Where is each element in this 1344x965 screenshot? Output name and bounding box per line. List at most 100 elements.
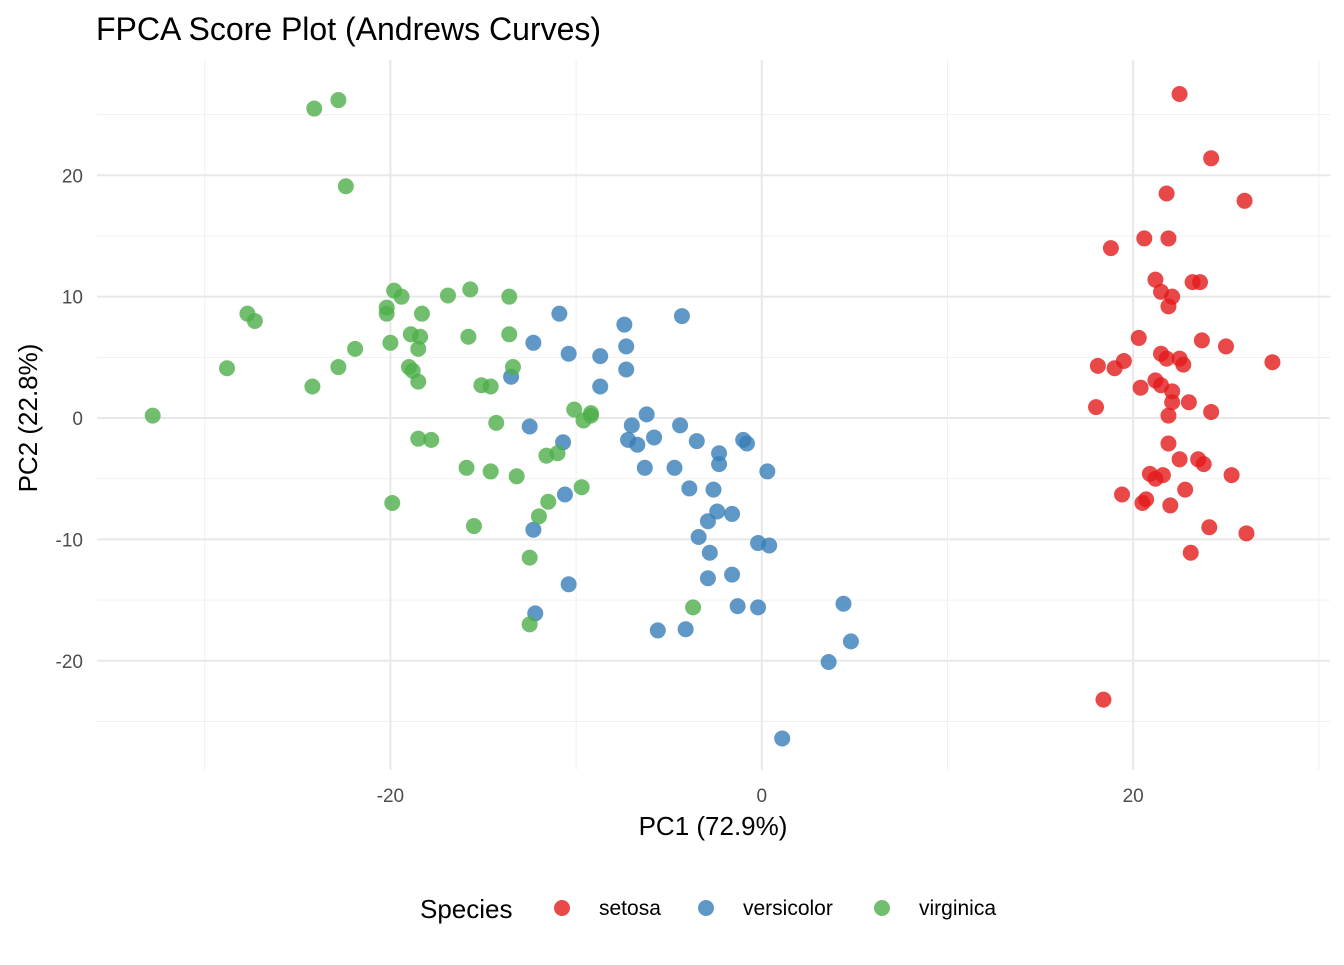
point-virginica xyxy=(538,447,555,464)
point-versicolor xyxy=(592,348,609,365)
point-setosa xyxy=(1223,467,1240,484)
point-virginica xyxy=(575,412,592,429)
point-setosa xyxy=(1195,456,1212,473)
point-virginica xyxy=(530,508,547,525)
point-versicolor xyxy=(560,576,577,593)
point-setosa xyxy=(1164,394,1181,411)
point-setosa xyxy=(1192,274,1209,291)
point-versicolor xyxy=(677,621,694,638)
point-versicolor xyxy=(681,480,698,497)
point-setosa xyxy=(1089,357,1106,374)
point-setosa xyxy=(1175,356,1192,373)
point-virginica xyxy=(462,281,479,298)
point-virginica xyxy=(460,328,477,345)
point-setosa xyxy=(1102,240,1119,257)
point-virginica xyxy=(501,288,518,305)
point-versicolor xyxy=(673,308,690,325)
point-versicolor xyxy=(750,599,767,616)
point-setosa xyxy=(1158,185,1175,202)
y-tick-label: 20 xyxy=(62,166,83,187)
point-setosa xyxy=(1201,519,1218,536)
point-setosa xyxy=(1132,379,1149,396)
point-virginica xyxy=(482,378,499,395)
point-versicolor xyxy=(629,436,646,453)
y-axis-label: PC2 (22.8%) xyxy=(13,344,43,493)
legend-key-virginica xyxy=(874,900,890,916)
point-versicolor xyxy=(638,406,655,423)
point-setosa xyxy=(1236,192,1253,209)
point-virginica xyxy=(504,359,521,376)
point-virginica xyxy=(382,334,399,351)
tick-labels: -20 0 20 -20 -10 0 10 20 xyxy=(56,166,1144,807)
point-versicolor xyxy=(666,459,683,476)
point-versicolor xyxy=(592,378,609,395)
point-versicolor xyxy=(701,544,718,561)
point-virginica xyxy=(393,288,410,305)
point-virginica xyxy=(306,100,323,117)
point-virginica xyxy=(378,305,395,322)
point-versicolor xyxy=(699,513,716,530)
x-tick-label: 0 xyxy=(756,786,767,807)
point-virginica xyxy=(439,287,456,304)
point-setosa xyxy=(1147,271,1164,288)
point-virginica xyxy=(465,518,482,535)
point-versicolor xyxy=(774,730,791,747)
point-setosa xyxy=(1160,230,1177,247)
point-versicolor xyxy=(724,566,741,583)
point-setosa xyxy=(1203,403,1220,420)
points xyxy=(144,85,1281,747)
point-virginica xyxy=(413,305,430,322)
point-versicolor xyxy=(649,622,666,639)
x-tick-label: -20 xyxy=(377,786,404,807)
point-virginica xyxy=(521,549,538,566)
legend-label-virginica: virginica xyxy=(919,897,996,920)
point-virginica xyxy=(410,430,427,447)
point-setosa xyxy=(1218,338,1235,355)
point-versicolor xyxy=(636,459,653,476)
point-setosa xyxy=(1134,494,1151,511)
point-versicolor xyxy=(618,361,635,378)
point-virginica xyxy=(566,401,583,418)
point-versicolor xyxy=(688,433,705,450)
point-setosa xyxy=(1177,481,1194,498)
point-versicolor xyxy=(623,417,640,434)
point-virginica xyxy=(410,373,427,390)
legend-key-setosa xyxy=(554,900,570,916)
point-versicolor xyxy=(616,316,633,333)
legend-label-versicolor: versicolor xyxy=(743,897,833,920)
point-virginica xyxy=(508,468,525,485)
point-versicolor xyxy=(618,338,635,355)
point-versicolor xyxy=(525,334,542,351)
x-axis-label: PC1 (72.9%) xyxy=(639,811,788,841)
y-tick-label: 10 xyxy=(62,288,83,309)
point-virginica xyxy=(423,431,440,448)
point-virginica xyxy=(410,340,427,357)
point-virginica xyxy=(458,459,475,476)
point-setosa xyxy=(1203,150,1220,167)
point-setosa xyxy=(1088,399,1105,416)
point-virginica xyxy=(573,479,590,496)
point-virginica xyxy=(488,414,505,431)
point-versicolor xyxy=(738,435,755,452)
legend-key-versicolor xyxy=(698,900,714,916)
point-virginica xyxy=(384,494,401,511)
point-versicolor xyxy=(525,521,542,538)
point-virginica xyxy=(330,359,347,376)
point-versicolor xyxy=(820,653,837,670)
point-setosa xyxy=(1158,350,1175,367)
point-setosa xyxy=(1114,486,1131,503)
point-setosa xyxy=(1147,470,1164,487)
y-tick-label: -10 xyxy=(56,530,83,551)
point-versicolor xyxy=(699,570,716,587)
point-versicolor xyxy=(835,595,852,612)
point-versicolor xyxy=(724,505,741,522)
point-versicolor xyxy=(711,456,728,473)
point-virginica xyxy=(330,92,347,109)
y-tick-label: -20 xyxy=(56,652,83,673)
point-virginica xyxy=(540,493,557,510)
point-virginica xyxy=(304,378,321,395)
point-virginica xyxy=(246,312,263,329)
point-versicolor xyxy=(729,598,746,615)
point-setosa xyxy=(1160,298,1177,315)
